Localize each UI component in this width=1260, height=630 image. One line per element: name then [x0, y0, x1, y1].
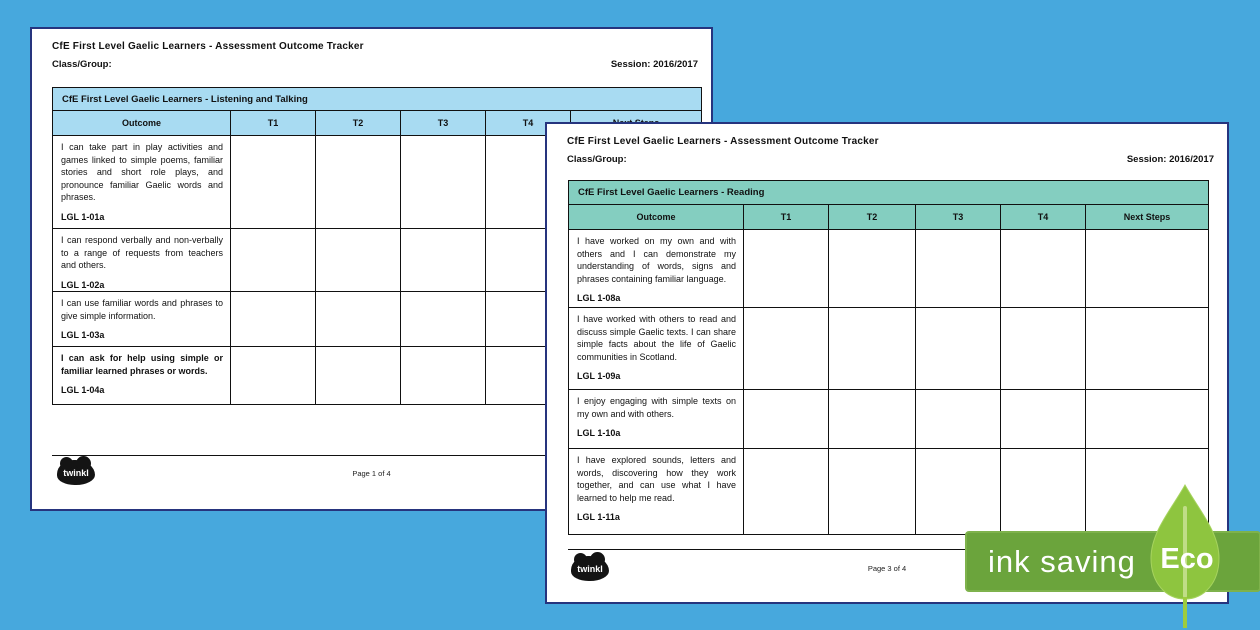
twinkl-logo: twinkl [57, 456, 95, 485]
page-number-label: Page 1 of 4 [352, 469, 391, 478]
term-cell-t4 [1001, 308, 1086, 389]
column-header-t4: T4 [1001, 205, 1086, 229]
column-header-t2: T2 [316, 111, 401, 135]
term-cell-t1 [744, 449, 829, 534]
term-cell-t1 [744, 390, 829, 448]
column-header-t2: T2 [829, 205, 916, 229]
term-cell-t1 [231, 347, 316, 404]
class-group-label: Class/Group: [567, 154, 627, 165]
outcome-cell: I have worked on my own and with others … [569, 230, 744, 307]
table-row: I have explored sounds, letters and word… [569, 449, 1208, 534]
column-header-t1: T1 [744, 205, 829, 229]
outcome-text: I have worked with others to read and di… [577, 314, 736, 362]
worksheet-page-3: CfE First Level Gaelic Learners - Assess… [545, 122, 1229, 604]
term-cell-t4 [1001, 230, 1086, 307]
footer-divider [568, 549, 1209, 550]
term-cell-t2 [316, 347, 401, 404]
term-cell-t2 [829, 449, 916, 534]
outcome-code: LGL 1-02a [61, 279, 105, 290]
term-cell-t1 [231, 229, 316, 291]
term-cell-t2 [829, 230, 916, 307]
term-cell-t1 [744, 230, 829, 307]
table-header-row: Outcome T1 T2 T3 T4 Next Steps [53, 111, 701, 136]
eco-leaf-icon [1150, 483, 1220, 628]
outcome-text: I have explored sounds, letters and word… [577, 455, 736, 503]
outcome-code: LGL 1-04a [61, 385, 105, 395]
table-row: I have worked with others to read and di… [569, 308, 1208, 390]
next-steps-cell [1086, 308, 1208, 389]
column-header-outcome: Outcome [53, 111, 231, 135]
term-cell-t3 [401, 229, 486, 291]
class-group-label: Class/Group: [52, 59, 112, 70]
outcome-text: I enjoy engaging with simple texts on my… [577, 396, 736, 419]
term-cell-t1 [231, 136, 316, 228]
twinkl-logo: twinkl [571, 552, 609, 581]
twinkl-logo-cloud [571, 552, 609, 581]
term-cell-t4 [1001, 390, 1086, 448]
twinkl-logo-text: twinkl [63, 467, 89, 478]
table-section-title: CfE First Level Gaelic Learners - Listen… [53, 88, 701, 111]
outcome-text: I can take part in play activities and g… [61, 142, 223, 202]
term-cell-t2 [316, 229, 401, 291]
term-cell-t3 [916, 308, 1001, 389]
outcome-text: I can respond verbally and non-verbally … [61, 235, 223, 270]
ink-saving-label: ink saving [988, 543, 1136, 579]
outcome-code: LGL 1-08a [577, 293, 621, 303]
outcome-cell: I have worked with others to read and di… [569, 308, 744, 389]
column-header-next-steps: Next Steps [1086, 205, 1208, 229]
footer-divider [52, 455, 702, 456]
outcome-code: LGL 1-11a [577, 512, 620, 522]
outcome-cell: I can use familiar words and phrases to … [53, 292, 231, 346]
column-header-outcome: Outcome [569, 205, 744, 229]
term-cell-t3 [916, 390, 1001, 448]
term-cell-t2 [316, 136, 401, 228]
outcome-cell: I can respond verbally and non-verbally … [53, 229, 231, 291]
outcome-text: I have worked on my own and with others … [577, 236, 736, 284]
term-cell-t2 [829, 390, 916, 448]
table-row: I have worked on my own and with others … [569, 230, 1208, 308]
outcome-cell: I have explored sounds, letters and word… [569, 449, 744, 534]
outcome-cell: I can ask for help using simple or famil… [53, 347, 231, 404]
page-title: CfE First Level Gaelic Learners - Assess… [52, 41, 364, 52]
outcome-code: LGL 1-01a [61, 211, 105, 222]
page-number-label: Page 3 of 4 [867, 564, 907, 573]
outcome-code: LGL 1-09a [577, 371, 621, 381]
session-label: Session: 2016/2017 [610, 59, 698, 70]
term-cell-t1 [744, 308, 829, 389]
column-header-t3: T3 [401, 111, 486, 135]
session-label: Session: 2016/2017 [1126, 154, 1214, 165]
term-cell-t1 [231, 292, 316, 346]
outcome-cell: I enjoy engaging with simple texts on my… [569, 390, 744, 448]
term-cell-t3 [401, 136, 486, 228]
outcome-text: I can ask for help using simple or famil… [61, 353, 223, 376]
term-cell-t2 [829, 308, 916, 389]
term-cell-t2 [316, 292, 401, 346]
outcome-cell: I can take part in play activities and g… [53, 136, 231, 228]
table-row: I enjoy engaging with simple texts on my… [569, 390, 1208, 449]
table-header-row: Outcome T1 T2 T3 T4 Next Steps [569, 205, 1208, 230]
term-cell-t3 [401, 347, 486, 404]
term-cell-t3 [916, 449, 1001, 534]
outcome-code: LGL 1-03a [61, 330, 105, 340]
term-cell-t3 [916, 230, 1001, 307]
table-section-title: CfE First Level Gaelic Learners - Readin… [569, 181, 1208, 205]
twinkl-logo-cloud [57, 456, 95, 485]
assessment-table: CfE First Level Gaelic Learners - Listen… [52, 87, 702, 405]
assessment-table: CfE First Level Gaelic Learners - Readin… [568, 180, 1209, 535]
page-title: CfE First Level Gaelic Learners - Assess… [567, 136, 879, 147]
eco-label: Eco [1160, 543, 1214, 575]
outcome-text: I can use familiar words and phrases to … [61, 298, 223, 321]
next-steps-cell [1086, 230, 1208, 307]
column-header-t3: T3 [916, 205, 1001, 229]
term-cell-t4 [1001, 449, 1086, 534]
next-steps-cell [1086, 390, 1208, 448]
column-header-t1: T1 [231, 111, 316, 135]
outcome-code: LGL 1-10a [577, 428, 621, 438]
term-cell-t3 [401, 292, 486, 346]
twinkl-logo-text: twinkl [577, 563, 603, 574]
